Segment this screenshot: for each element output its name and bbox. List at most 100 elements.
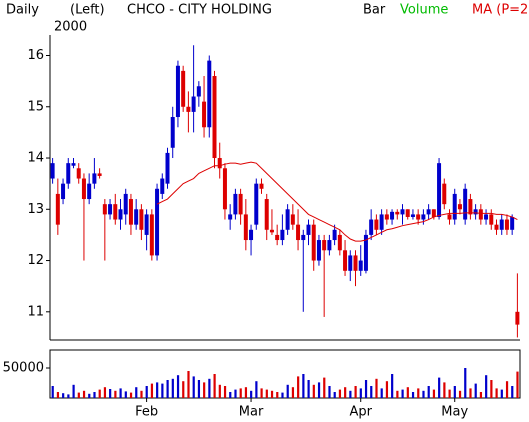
volume-bar — [385, 381, 389, 398]
candle-body — [473, 209, 478, 215]
volume-bar — [370, 386, 373, 398]
chart-title: CHCO - CITY HOLDING — [127, 3, 272, 18]
candle-body — [363, 234, 368, 271]
volume-bar — [302, 374, 305, 398]
volume-bar — [354, 386, 357, 398]
candle-body — [238, 193, 243, 215]
candle-body — [489, 214, 494, 225]
candle-body — [81, 178, 86, 200]
volume-bar — [438, 377, 441, 398]
candle-body — [285, 209, 290, 230]
candle-body — [66, 163, 71, 184]
period-label: Daily — [6, 3, 39, 18]
volume-bar — [51, 386, 54, 398]
candle-body — [55, 193, 60, 225]
candle-body — [144, 214, 149, 235]
candle-body — [379, 214, 384, 230]
candle-body — [510, 216, 515, 230]
volume-bar — [417, 388, 420, 398]
legend-entry: Volume — [400, 3, 448, 18]
candle-body — [155, 188, 160, 256]
candle-body — [217, 158, 222, 169]
volume-bar — [474, 383, 477, 398]
y-tick-label: 14 — [27, 151, 44, 166]
volume-bar — [67, 394, 70, 398]
volume-bar — [103, 387, 107, 398]
volume-bar — [448, 389, 451, 398]
y-tick-label: 15 — [27, 99, 44, 114]
candle-body — [437, 163, 442, 217]
x-tick-label: Apr — [349, 405, 372, 420]
candle-body — [463, 188, 468, 220]
candle-body — [202, 101, 207, 128]
volume-frame — [49, 349, 521, 399]
volume-bar — [453, 386, 456, 398]
volume-bar — [203, 382, 206, 398]
x-tick-label: Mar — [239, 405, 264, 420]
candle-body — [259, 183, 264, 189]
candle-body — [196, 86, 201, 97]
candle-body — [290, 214, 295, 225]
candle-body — [311, 224, 316, 261]
candle-body — [416, 214, 421, 220]
candle-body — [181, 70, 186, 107]
candle-body — [207, 60, 212, 128]
candle-body — [442, 183, 447, 205]
volume-bar — [432, 389, 436, 398]
candle-body — [228, 214, 233, 220]
volume-bar — [250, 390, 253, 398]
candle-body — [301, 234, 306, 241]
volume-bar — [349, 390, 352, 398]
candle-body — [410, 214, 415, 217]
candle-body — [113, 204, 118, 220]
candle-body — [175, 65, 180, 118]
candle-body — [431, 209, 436, 217]
volume-bar — [229, 392, 232, 398]
axis-side-label: (Left) — [70, 3, 105, 18]
volume-bar — [443, 382, 446, 398]
volume-bar — [192, 376, 195, 398]
volume-bar — [140, 390, 143, 398]
candle-body — [384, 214, 389, 220]
candle-body — [92, 173, 97, 184]
volume-bar — [396, 390, 399, 398]
volume-bar — [364, 380, 368, 398]
candle-body — [405, 209, 410, 217]
volume-bar — [182, 381, 185, 398]
candle-body — [108, 204, 113, 215]
volume-bar — [93, 392, 96, 398]
candle-body — [478, 209, 483, 220]
candle-body — [316, 240, 321, 261]
volume-bar — [375, 378, 378, 398]
volume-bar — [312, 384, 315, 398]
volume-bar — [469, 388, 472, 398]
volume-bar — [114, 390, 117, 398]
candle-body — [264, 199, 269, 230]
candle-body — [337, 234, 342, 251]
candle-body — [123, 193, 128, 215]
candle-body — [269, 229, 274, 233]
y-tick-label: 13 — [27, 202, 44, 217]
volume-bar — [208, 378, 211, 398]
candle-body — [515, 311, 520, 325]
y-tick-label: 16 — [27, 48, 44, 63]
candle-body — [400, 209, 405, 215]
volume-bar — [317, 382, 321, 398]
volume-bar — [333, 392, 336, 398]
volume-bar — [338, 389, 342, 398]
volume-bar — [511, 386, 514, 398]
candle-body — [243, 214, 248, 241]
candle-body — [149, 214, 154, 256]
candle-body — [348, 255, 353, 271]
volume-bar — [422, 390, 425, 398]
candle-body — [499, 219, 504, 230]
volume-bar — [124, 391, 127, 398]
volume-bar — [156, 382, 159, 398]
volume-bar — [490, 380, 493, 398]
volume-bar — [401, 389, 404, 398]
candle-body — [447, 214, 452, 220]
volume-bar — [406, 387, 409, 398]
volume-bar — [166, 380, 169, 398]
candle-body — [212, 76, 217, 159]
candle-body — [160, 178, 165, 194]
